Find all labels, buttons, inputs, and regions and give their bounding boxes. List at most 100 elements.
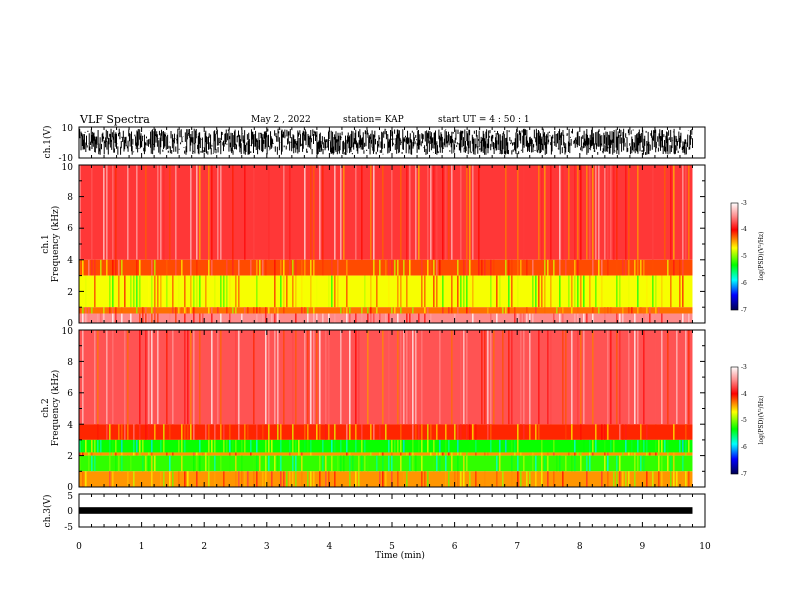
- spectrogram-streak: [538, 455, 540, 472]
- spectrogram-streak: [202, 452, 204, 456]
- spectrogram-streak: [115, 313, 117, 323]
- spectrogram-streak: [151, 330, 153, 425]
- spectrogram-streak: [196, 165, 198, 260]
- spectrogram-streak: [469, 471, 471, 487]
- xtick-6: 6: [452, 542, 458, 552]
- spectrogram-streak: [145, 313, 147, 323]
- spectrogram-streak: [562, 471, 564, 487]
- spectrogram-streak: [103, 313, 105, 323]
- spectrogram-streak: [91, 165, 93, 260]
- spectrogram-streak: [136, 424, 138, 440]
- spectrogram-streak: [184, 330, 186, 425]
- spectrogram-streak: [523, 455, 525, 472]
- spectrogram-streak: [91, 455, 93, 472]
- spectrogram-band: [79, 275, 693, 308]
- spectrogram-streak: [529, 471, 531, 487]
- spectrogram-streak: [109, 275, 111, 308]
- spectrogram-streak: [682, 471, 684, 487]
- spectrogram-streak: [664, 439, 666, 453]
- spectrogram-streak: [364, 439, 366, 453]
- spectrogram-streak: [208, 439, 210, 453]
- spectrogram-streak: [619, 424, 621, 440]
- spectrogram-streak: [292, 275, 294, 308]
- spectrogram-streak: [613, 439, 615, 453]
- spectrogram-streak: [139, 424, 141, 440]
- spectrogram-streak: [505, 259, 507, 276]
- spectrogram-streak: [364, 275, 366, 308]
- spectrogram-streak: [130, 275, 132, 308]
- spectrogram-streak: [151, 439, 153, 453]
- spectrogram-streak: [283, 259, 285, 276]
- spectrogram-streak: [487, 452, 489, 456]
- spectrogram-streak: [505, 439, 507, 453]
- spectrogram-streak: [532, 313, 534, 323]
- spectrogram-streak: [229, 424, 231, 440]
- spectrogram-streak: [577, 307, 579, 314]
- spectrogram-streak: [607, 424, 609, 440]
- spectrogram-streak: [469, 307, 471, 314]
- spectrogram-streak: [214, 275, 216, 308]
- spectrogram-streak: [268, 307, 270, 314]
- spectrogram-streak: [349, 452, 351, 456]
- spectrogram-streak: [544, 259, 546, 276]
- spectrogram-streak: [160, 165, 162, 260]
- spectrogram-streak: [85, 313, 87, 323]
- spectrogram-streak: [616, 275, 618, 308]
- spectrogram-streak: [82, 452, 84, 456]
- spectrogram-streak: [241, 313, 243, 323]
- spectrogram-streak: [466, 307, 468, 314]
- spectrogram-streak: [445, 471, 447, 487]
- spectrogram-streak: [646, 424, 648, 440]
- spectrogram-streak: [271, 439, 273, 453]
- spectrogram-streak: [427, 439, 429, 453]
- spectrogram-streak: [361, 455, 363, 472]
- spectrogram-streak: [601, 275, 603, 308]
- spectrogram-streak: [511, 439, 513, 453]
- spectrogram-streak: [673, 471, 675, 487]
- spectrogram-streak: [463, 330, 465, 425]
- spectrogram-streak: [328, 471, 330, 487]
- spectrogram-streak: [82, 439, 84, 453]
- spectrogram-streak: [574, 313, 576, 323]
- spectrogram-streak: [496, 455, 498, 472]
- spectrogram-streak: [250, 452, 252, 456]
- spectrogram-streak: [562, 307, 564, 314]
- spectrogram-streak: [298, 439, 300, 453]
- spectrogram-streak: [430, 452, 432, 456]
- spectrogram-streak: [514, 313, 516, 323]
- spectrogram-streak: [517, 165, 519, 260]
- spectrogram-streak: [280, 455, 282, 472]
- spectrogram-streak: [397, 330, 399, 425]
- spectrogram-streak: [478, 259, 480, 276]
- spectrogram-streak: [559, 313, 561, 323]
- spectrogram-streak: [457, 471, 459, 487]
- spectrogram-streak: [604, 439, 606, 453]
- spectrogram-streak: [622, 313, 624, 323]
- spectrogram-streak: [655, 452, 657, 456]
- spectrogram-streak: [688, 330, 690, 425]
- figure-title: VLF Spectra: [79, 113, 150, 126]
- spectrogram-streak: [349, 471, 351, 487]
- spectrogram-streak: [421, 275, 423, 308]
- spectrogram-streak: [448, 452, 450, 456]
- spectrogram-streak: [436, 275, 438, 308]
- ch1-colorbar-tick-3: -3: [741, 200, 747, 207]
- spectrogram-streak: [448, 471, 450, 487]
- spectrogram-streak: [157, 275, 159, 308]
- spectrogram-streak: [592, 313, 594, 323]
- spectrogram-streak: [256, 471, 258, 487]
- spectrogram-streak: [643, 313, 645, 323]
- spectrogram-streak: [544, 455, 546, 472]
- spectrogram-streak: [475, 452, 477, 456]
- spectrogram-streak: [187, 307, 189, 314]
- spectrogram-streak: [283, 165, 285, 260]
- spectrogram-streak: [400, 452, 402, 456]
- spectrogram-streak: [370, 313, 372, 323]
- spectrogram-streak: [643, 439, 645, 453]
- spectrogram-streak: [121, 452, 123, 456]
- spectrogram-streak: [682, 313, 684, 323]
- spectrogram-streak: [112, 471, 114, 487]
- spectrogram-streak: [229, 455, 231, 472]
- spectrogram-streak: [601, 259, 603, 276]
- spectrogram-streak: [643, 330, 645, 425]
